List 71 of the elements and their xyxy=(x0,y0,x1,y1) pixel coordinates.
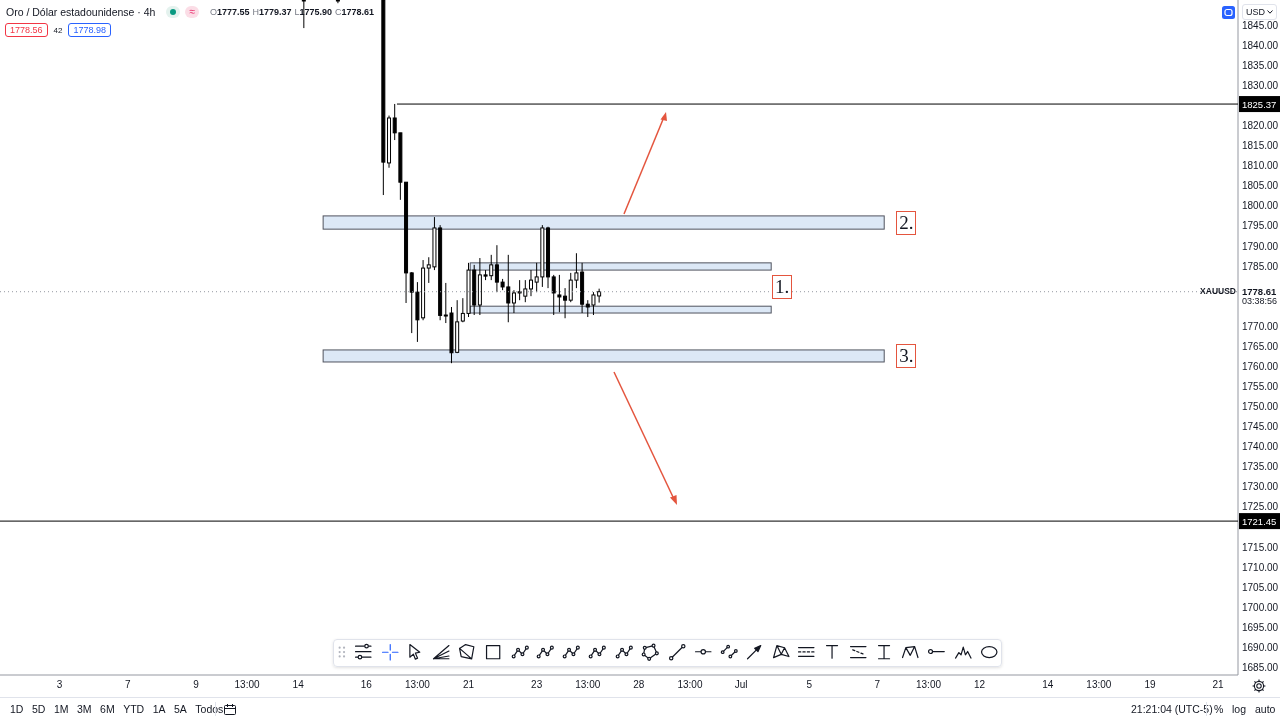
text: log xyxy=(1232,703,1247,715)
y-tick-label: 1845.00 xyxy=(1242,19,1279,31)
x-tick-label: 13:00 xyxy=(234,679,260,691)
y-tick-label: 1730.00 xyxy=(1242,481,1279,493)
y-tick-label: 1745.00 xyxy=(1242,421,1279,433)
y-tick-label: 1800.00 xyxy=(1242,200,1279,212)
y-tick-label: 1790.00 xyxy=(1242,240,1279,252)
x-tick-label: 9 xyxy=(193,679,200,691)
band-label: 2. xyxy=(896,210,917,235)
text: 1D 5D 1M 3M 6M YTD 1A 5A Todos xyxy=(10,703,224,715)
x-tick-label: 16 xyxy=(360,679,373,691)
text: Oro / Dólar estadounidense · 4h xyxy=(6,6,156,18)
text: 03:38:56 xyxy=(1242,296,1278,306)
text: auto xyxy=(1255,703,1276,715)
x-tick-label: 13:00 xyxy=(404,679,431,691)
annotation: 1778.56 xyxy=(5,23,48,37)
x-tick-label: 7 xyxy=(124,679,131,691)
x-tick-label: 13:00 xyxy=(677,679,703,691)
y-tick-label: 1695.00 xyxy=(1242,621,1279,633)
y-tick-label: 1715.00 xyxy=(1242,541,1279,553)
x-tick-label: 14 xyxy=(1042,679,1054,691)
y-tick-label: 1735.00 xyxy=(1242,461,1279,473)
x-tick-label: 23 xyxy=(531,679,543,691)
y-tick-label: 1690.00 xyxy=(1242,641,1279,653)
x-tick-label: 13:00 xyxy=(1086,679,1112,691)
candlestick xyxy=(551,274,556,316)
text: 21:21:04 (UTC-5) xyxy=(1131,703,1213,715)
candlestick xyxy=(528,269,533,297)
x-tick-label: 3 xyxy=(56,679,63,691)
y-tick-label: 1835.00 xyxy=(1242,59,1279,71)
y-tick-label: 1810.00 xyxy=(1242,160,1279,172)
y-tick-label: 1700.00 xyxy=(1242,601,1279,613)
text: USD xyxy=(1246,7,1266,17)
y-tick-label: 1750.00 xyxy=(1242,401,1279,413)
y-tick-label: 1770.00 xyxy=(1242,320,1279,332)
ref-line-label: 1778.61 xyxy=(1242,286,1278,298)
y-tick-label: 1785.00 xyxy=(1242,260,1279,272)
x-tick-label: 21 xyxy=(462,679,475,691)
ref-line-label: 1825.37 xyxy=(1242,98,1277,110)
y-tick-label: 1830.00 xyxy=(1242,80,1279,92)
y-tick-label: 1740.00 xyxy=(1242,441,1279,453)
x-tick-label: 7 xyxy=(874,679,881,691)
x-tick-label: 12 xyxy=(974,679,986,691)
annotation: 42 xyxy=(53,25,63,35)
y-tick-label: 1820.00 xyxy=(1242,120,1279,132)
y-tick-label: 1755.00 xyxy=(1242,381,1279,393)
annotation: 1. xyxy=(772,274,793,299)
x-tick-label: 14 xyxy=(292,679,305,691)
annotation: XAUUSD xyxy=(1199,286,1236,296)
text: % xyxy=(1214,703,1224,715)
ref-line-label: 1721.45 xyxy=(1242,515,1277,527)
band-label: 3. xyxy=(896,343,917,368)
y-tick-label: 1705.00 xyxy=(1242,581,1279,593)
y-tick-label: 1815.00 xyxy=(1242,140,1279,152)
x-tick-label: 13:00 xyxy=(575,679,601,691)
annotation: ≈ xyxy=(185,6,199,18)
y-tick-label: 1760.00 xyxy=(1242,360,1279,372)
y-tick-label: 1725.00 xyxy=(1242,501,1279,513)
x-tick-label: 21 xyxy=(1212,679,1225,691)
y-tick-label: 1765.00 xyxy=(1242,340,1279,352)
y-tick-label: 1805.00 xyxy=(1242,180,1279,192)
y-tick-label: 1685.00 xyxy=(1242,661,1279,673)
y-tick-label: 1795.00 xyxy=(1242,220,1279,232)
x-tick-label: 19 xyxy=(1144,679,1156,691)
x-tick-label: 5 xyxy=(806,679,813,691)
x-tick-label: 28 xyxy=(633,679,645,691)
y-tick-label: 1840.00 xyxy=(1242,39,1279,51)
x-tick-label: Jul xyxy=(734,679,748,691)
y-tick-label: 1710.00 xyxy=(1242,561,1279,573)
x-tick-label: 13:00 xyxy=(915,679,942,691)
annotation: 1778.98 xyxy=(68,23,111,37)
